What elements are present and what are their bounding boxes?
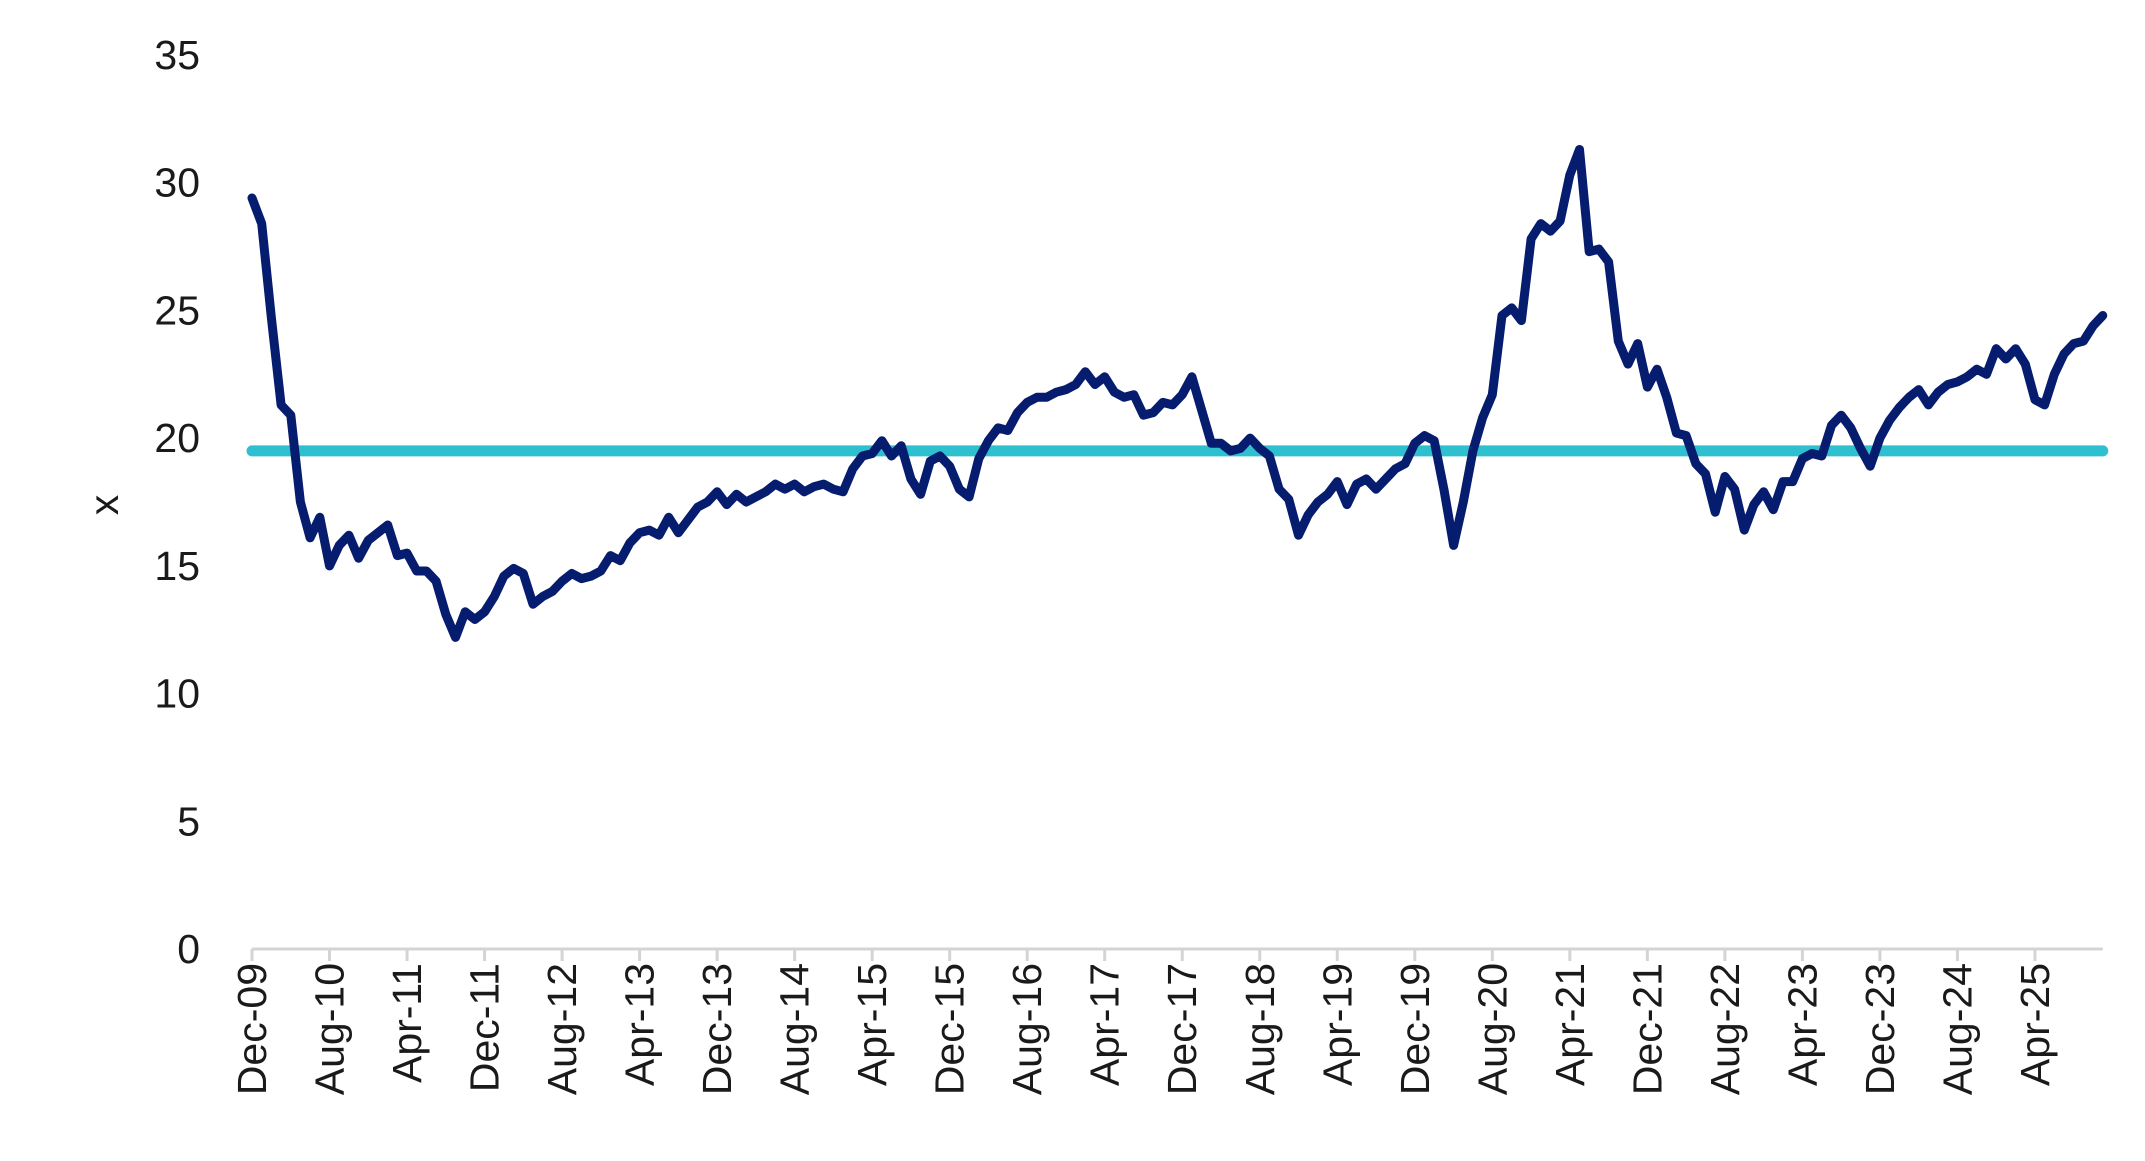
x-tick-label: Aug-10 xyxy=(307,963,353,1095)
x-tick-label: Apr-15 xyxy=(849,963,895,1086)
x-tick-label: Aug-12 xyxy=(539,963,585,1095)
x-tick-label: Aug-24 xyxy=(1934,963,1980,1095)
y-tick-label: 0 xyxy=(177,926,200,972)
y-axis-ticks: 0 5 10 15 20 25 30 35 xyxy=(154,32,200,972)
x-tick-label: Apr-25 xyxy=(2012,963,2058,1086)
x-tick-label: Apr-13 xyxy=(617,963,663,1086)
x-tick-label: Dec-17 xyxy=(1159,963,1205,1095)
x-tick-label: Dec-21 xyxy=(1624,963,1670,1095)
x-tick-label: Aug-16 xyxy=(1004,963,1050,1095)
x-tick-label: Dec-19 xyxy=(1392,963,1438,1095)
x-tick-label: Dec-23 xyxy=(1857,963,1903,1095)
x-tick-label: Apr-23 xyxy=(1779,963,1825,1086)
y-tick-label: 25 xyxy=(154,287,200,333)
x-tick-label: Apr-17 xyxy=(1082,963,1128,1086)
x-tick-label: Apr-11 xyxy=(384,963,430,1083)
series-line xyxy=(247,145,2108,642)
x-tick-label: Dec-11 xyxy=(462,963,508,1092)
x-tick-label: Dec-13 xyxy=(694,963,740,1095)
x-tick-label: Dec-15 xyxy=(927,963,973,1095)
x-tick-label: Apr-19 xyxy=(1314,963,1360,1086)
x-tick-label: Aug-22 xyxy=(1702,963,1748,1095)
x-tick-label: Aug-20 xyxy=(1469,963,1515,1095)
y-tick-label: 10 xyxy=(154,671,200,717)
x-tick-label: Apr-21 xyxy=(1547,963,1593,1086)
x-axis-ticks: Dec-09 Aug-10 Apr-11 Dec-11 Aug-12 Apr-13 Dec-… xyxy=(229,949,2058,1095)
series-lines xyxy=(246,145,2109,642)
y-axis-label: x xyxy=(81,494,127,515)
x-tick-label: Aug-18 xyxy=(1237,963,1283,1095)
x-tick-label: Aug-14 xyxy=(772,963,818,1095)
y-tick-label: 35 xyxy=(154,32,200,78)
y-tick-label: 5 xyxy=(177,798,200,844)
x-tick-label: Dec-09 xyxy=(229,963,275,1095)
y-tick-label: 15 xyxy=(154,543,200,589)
y-tick-label: 20 xyxy=(154,415,200,461)
y-tick-label: 30 xyxy=(154,160,200,206)
